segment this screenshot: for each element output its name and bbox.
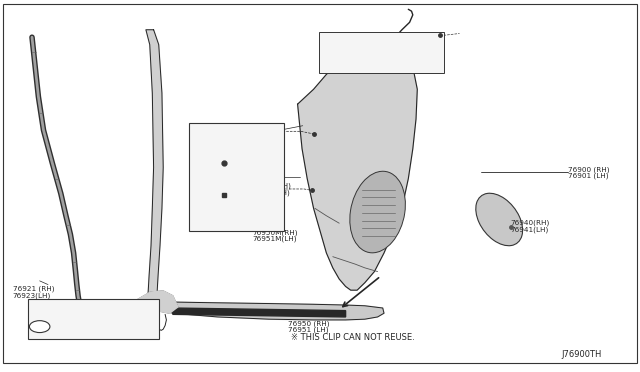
Text: 09513-31242-: 09513-31242-: [54, 318, 105, 324]
Text: 76096FA(LH): 76096FA(LH): [322, 39, 369, 46]
Polygon shape: [138, 291, 178, 313]
Text: 76923(LH): 76923(LH): [13, 292, 51, 299]
Text: 76900 (RH): 76900 (RH): [568, 166, 610, 173]
Text: 76900FB(RH): 76900FB(RH): [193, 145, 241, 152]
Text: 76096F  (RH): 76096F (RH): [236, 125, 284, 132]
Polygon shape: [144, 299, 384, 320]
Text: 76941(LH): 76941(LH): [511, 226, 549, 233]
Text: 76950M(RH): 76950M(RH): [252, 229, 298, 236]
Circle shape: [29, 321, 50, 333]
Text: 76096FA(LH): 76096FA(LH): [243, 189, 290, 196]
Text: 76096FB(RH): 76096FB(RH): [364, 49, 412, 55]
Polygon shape: [173, 308, 346, 317]
Text: J76900TH: J76900TH: [561, 350, 602, 359]
Text: 76901 (LH): 76901 (LH): [568, 172, 609, 179]
Text: 76950 (RH): 76950 (RH): [288, 320, 330, 327]
Text: 76095EA(LH): 76095EA(LH): [35, 309, 83, 316]
Text: 76096FC(LH): 76096FC(LH): [364, 54, 411, 61]
Text: 76095E  (RH): 76095E (RH): [35, 303, 83, 310]
Text: 76940(RH): 76940(RH): [511, 220, 550, 227]
Bar: [319, 32, 444, 73]
Text: 76951 (LH): 76951 (LH): [288, 327, 328, 333]
Bar: [28, 299, 159, 339]
Ellipse shape: [350, 171, 405, 253]
Text: 76900F  (RH): 76900F (RH): [193, 167, 241, 174]
Text: 76921 (RH): 76921 (RH): [13, 285, 54, 292]
Text: 76900FC(LH): 76900FC(LH): [193, 152, 240, 158]
Text: ※ THIS CLIP CAN NOT REUSE.: ※ THIS CLIP CAN NOT REUSE.: [291, 333, 415, 342]
Text: 76911N (RH): 76911N (RH): [193, 126, 239, 133]
Ellipse shape: [476, 193, 523, 246]
Text: 76912M(LH): 76912M(LH): [193, 132, 237, 139]
Text: 76096F  (RH): 76096F (RH): [322, 54, 370, 60]
Text: 76900FA(LH): 76900FA(LH): [193, 173, 239, 180]
Text: 76096FA(LH): 76096FA(LH): [236, 131, 282, 138]
Text: (1): (1): [67, 327, 77, 334]
Bar: [189, 123, 284, 231]
Text: 76951M(LH): 76951M(LH): [252, 235, 297, 242]
Text: 76096FA(LH): 76096FA(LH): [322, 59, 369, 66]
Polygon shape: [298, 41, 417, 290]
Text: S: S: [37, 324, 42, 329]
Text: 76096F  (RH): 76096F (RH): [243, 183, 291, 189]
Text: 76096F  (RH): 76096F (RH): [322, 34, 370, 41]
Polygon shape: [146, 30, 163, 320]
